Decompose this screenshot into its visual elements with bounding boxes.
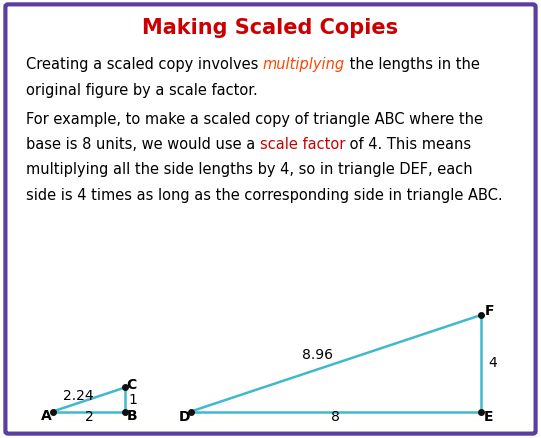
Text: E: E — [484, 410, 493, 424]
Text: 2.24: 2.24 — [63, 389, 93, 403]
Text: For example, to make a scaled copy of triangle ABC where the: For example, to make a scaled copy of tr… — [26, 112, 483, 127]
Text: base is 8 units, we would use a: base is 8 units, we would use a — [26, 137, 260, 152]
Text: original figure by a scale factor.: original figure by a scale factor. — [26, 83, 258, 98]
Text: B: B — [127, 409, 137, 423]
Text: Creating a scaled copy involves: Creating a scaled copy involves — [26, 57, 263, 72]
Text: of 4. This means: of 4. This means — [345, 137, 471, 152]
Text: A: A — [41, 409, 51, 423]
Text: F: F — [484, 304, 494, 318]
Text: 8.96: 8.96 — [302, 348, 333, 362]
Text: C: C — [127, 378, 137, 392]
Text: 4: 4 — [489, 356, 497, 370]
Text: multiplying: multiplying — [263, 57, 345, 72]
Text: D: D — [179, 410, 190, 424]
Text: 8: 8 — [332, 410, 340, 424]
Text: 1: 1 — [129, 392, 137, 406]
Text: Making Scaled Copies: Making Scaled Copies — [142, 18, 399, 39]
Text: multiplying all the side lengths by 4, so in triangle DEF, each: multiplying all the side lengths by 4, s… — [26, 162, 473, 177]
Text: the lengths in the: the lengths in the — [345, 57, 480, 72]
Text: side is 4 times as long as the corresponding side in triangle ABC.: side is 4 times as long as the correspon… — [26, 188, 503, 203]
Text: scale factor: scale factor — [260, 137, 345, 152]
Text: 2: 2 — [84, 410, 93, 424]
